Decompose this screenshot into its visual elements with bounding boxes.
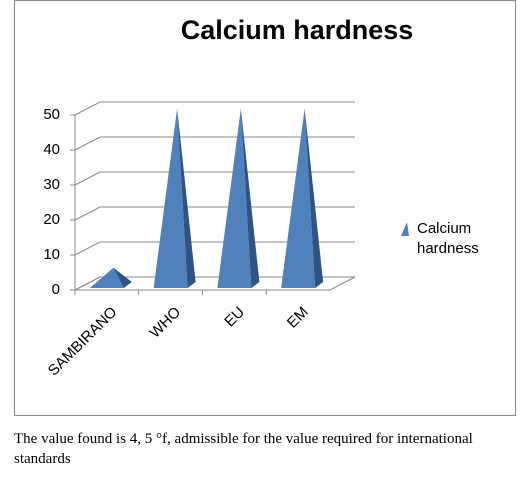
y-tick-label: 10: [43, 246, 60, 263]
caption: The value found is 4, 5 °f, admissible f…: [14, 431, 473, 467]
grid-line: [74, 276, 355, 291]
pyramid: [217, 108, 260, 288]
chart-frame: [14, 0, 516, 416]
y-tick-label: 0: [52, 281, 60, 298]
legend-marker: [401, 222, 409, 236]
pyramid-face: [89, 267, 124, 288]
pyramid: [153, 108, 196, 288]
grid-line: [74, 171, 355, 186]
chart-title: Calcium hardness: [181, 15, 414, 45]
legend-label: Calcium hardness: [417, 220, 479, 257]
pyramid-face: [281, 108, 316, 288]
pyramid: [281, 108, 324, 288]
grid-line: [74, 136, 355, 151]
y-tick-label: 40: [43, 141, 60, 158]
y-tick-label: 30: [43, 176, 60, 193]
pyramid: [89, 267, 132, 288]
grid-line: [74, 241, 355, 256]
grid-line: [74, 206, 355, 221]
pyramid-face: [217, 108, 252, 288]
pyramid-face: [153, 108, 188, 288]
grid-line: [74, 101, 355, 116]
pyramid-face: [240, 108, 260, 288]
pyramid-face: [113, 267, 132, 288]
y-tick-label: 50: [43, 106, 60, 123]
y-tick-label: 20: [43, 211, 60, 228]
pyramid-face: [304, 108, 324, 288]
pyramid-face: [177, 108, 196, 288]
